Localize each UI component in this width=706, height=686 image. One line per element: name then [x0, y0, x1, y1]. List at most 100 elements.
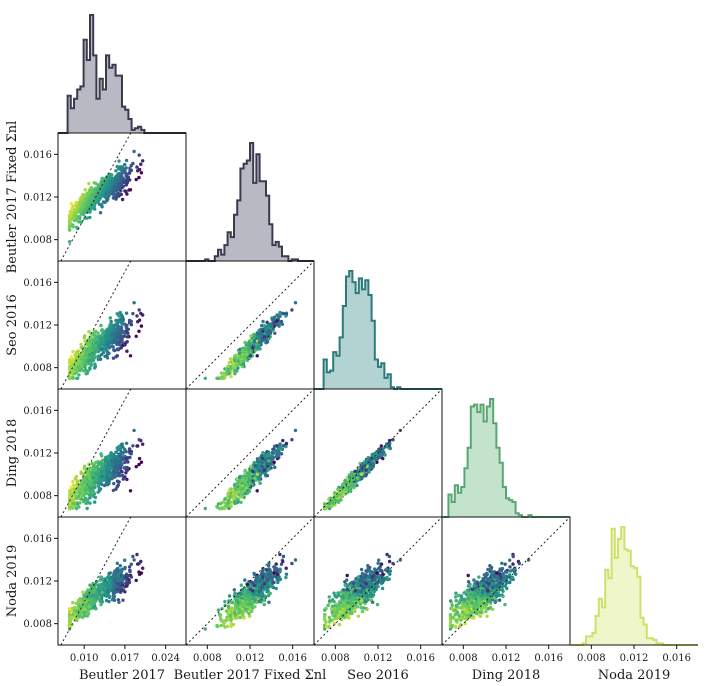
scatter-point — [382, 450, 386, 455]
scatter-point — [102, 476, 106, 481]
scatter-point — [284, 314, 288, 318]
scatter-point — [121, 598, 125, 602]
scatter-point — [139, 324, 144, 328]
scatter-point — [113, 334, 118, 338]
reference-line-y-equals-x — [60, 517, 132, 645]
scatter-point — [115, 192, 120, 196]
scatter-point — [75, 606, 80, 610]
scatter-point — [381, 447, 385, 451]
scatter-points — [67, 552, 145, 631]
scatter-point — [237, 475, 242, 480]
scatter-point — [324, 506, 328, 511]
scatter-point — [89, 336, 93, 340]
scatter-point — [109, 581, 114, 586]
scatter-point — [113, 590, 118, 594]
scatter-point — [247, 473, 252, 477]
scatter-point — [108, 584, 113, 588]
scatter-point — [71, 504, 75, 509]
scatter-point — [237, 480, 241, 484]
scatter-point — [102, 345, 106, 349]
scatter-point — [98, 467, 103, 471]
scatter-point — [81, 355, 85, 359]
scatter-point — [360, 472, 364, 476]
scatter-point — [234, 358, 239, 362]
scatter-point — [114, 487, 118, 491]
scatter-point — [336, 487, 340, 492]
scatter-point — [92, 586, 97, 591]
scatter-point — [120, 452, 124, 456]
scatter-point — [67, 220, 72, 224]
scatter-point — [108, 323, 112, 327]
scatter-point — [80, 204, 84, 208]
scatter-point — [96, 480, 100, 485]
scatter-point — [77, 373, 81, 377]
scatter-point — [67, 620, 72, 624]
scatter-point — [120, 170, 124, 175]
scatter-point — [107, 599, 111, 604]
scatter-point — [137, 308, 141, 312]
scatter-point — [261, 319, 265, 324]
scatter-point — [94, 329, 98, 334]
scatter-point — [71, 502, 75, 506]
scatter-point — [272, 447, 276, 451]
scatter-point — [274, 320, 278, 324]
scatter-point — [251, 479, 255, 483]
scatter-point — [128, 568, 132, 573]
scatter-point — [88, 496, 92, 500]
scatter-point — [104, 593, 108, 597]
reference-line-y-equals-x — [60, 389, 132, 517]
scatter-point — [91, 343, 95, 347]
scatter-point — [118, 310, 122, 315]
scatter-point — [124, 329, 129, 333]
scatter-point — [93, 582, 97, 586]
scatter-point — [135, 552, 139, 557]
scatter-point — [281, 311, 286, 316]
scatter-point — [113, 584, 118, 588]
scatter-point — [353, 482, 357, 486]
scatter-point — [236, 487, 240, 492]
scatter-point — [262, 468, 267, 472]
scatter-point — [99, 323, 103, 328]
scatter-point — [278, 442, 282, 446]
scatter-point — [124, 441, 129, 445]
scatter-point — [139, 311, 143, 316]
scatter-point — [83, 359, 87, 363]
scatter-point — [114, 179, 118, 183]
scatter-point — [71, 607, 75, 611]
scatter-point — [113, 182, 118, 187]
scatter-point — [129, 319, 133, 324]
scatter-point — [107, 462, 111, 466]
scatter-point — [119, 192, 124, 197]
scatter-point — [97, 344, 101, 348]
scatter-point — [120, 575, 124, 579]
scatter-point — [90, 461, 95, 466]
scatter-point — [90, 347, 94, 351]
scatter-point — [255, 472, 259, 476]
scatter-point — [120, 174, 124, 179]
scatter-point — [99, 452, 103, 456]
scatter-point — [100, 352, 104, 357]
scatter-point — [91, 593, 95, 598]
scatter-point — [72, 218, 77, 223]
scatter-point — [237, 351, 242, 355]
scatter-point — [366, 455, 370, 460]
scatter-point — [76, 494, 81, 499]
scatter-point — [75, 204, 80, 209]
scatter-point — [128, 489, 133, 493]
scatter-point — [110, 575, 114, 579]
scatter-point — [123, 465, 127, 470]
scatter-point — [99, 602, 103, 607]
scatter-point — [72, 214, 77, 218]
scatter-point — [96, 596, 101, 601]
scatter-point — [110, 187, 114, 192]
scatter-point — [263, 454, 267, 458]
scatter-point — [85, 202, 89, 206]
scatter-point — [87, 330, 91, 334]
scatter-point — [248, 350, 252, 354]
scatter-points — [67, 149, 145, 244]
scatter-point — [71, 349, 75, 354]
scatter-point — [84, 362, 88, 367]
scatter-point — [223, 506, 227, 511]
scatter-point — [106, 344, 110, 348]
scatter-point — [257, 468, 262, 472]
